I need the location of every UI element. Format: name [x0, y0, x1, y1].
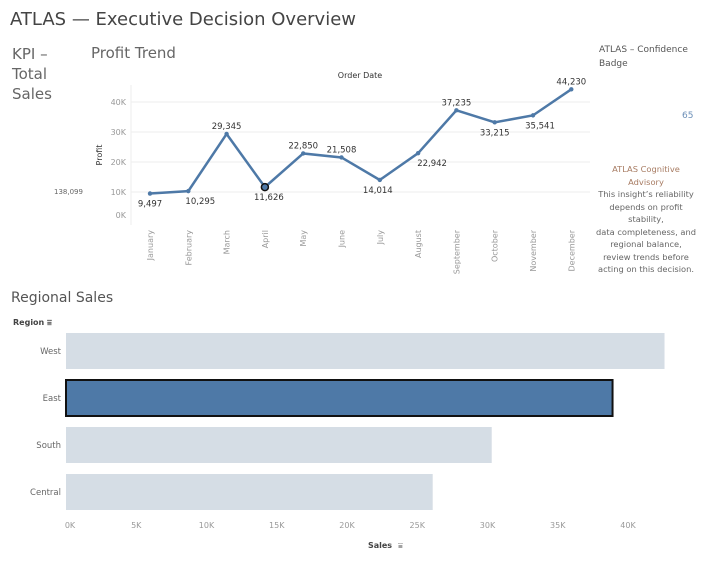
region-label: Region — [13, 318, 45, 327]
x-tick-label: December — [567, 229, 576, 271]
x-tick-label: June — [338, 230, 347, 249]
x-axis-title: Sales — [368, 541, 392, 550]
data-label: 9,497 — [138, 200, 162, 210]
x-tick-label: November — [529, 229, 538, 271]
x-tick-label: 5K — [131, 521, 142, 530]
x-tick-label: 15K — [269, 521, 285, 530]
x-tick-label: January — [146, 230, 155, 262]
data-label: 29,345 — [212, 122, 242, 132]
bar-category-label: Central — [30, 488, 61, 498]
regional-sales-chart[interactable]: West East South Central 0K 5K 10K 15K 20K 25K 30K 3… — [0, 300, 717, 573]
data-label: 14,014 — [363, 186, 393, 196]
data-label: 21,508 — [327, 145, 357, 155]
data-point — [186, 188, 191, 194]
x-tick-label: August — [414, 230, 423, 258]
data-label: 22,942 — [417, 159, 447, 169]
x-tick-label: July — [376, 230, 385, 246]
x-tick-label: February — [184, 230, 193, 266]
sort-icon[interactable]: ⩸ — [47, 318, 52, 327]
profit-line — [149, 88, 573, 195]
bar-category-label: West — [40, 347, 62, 357]
x-tick-label: October — [491, 229, 500, 262]
profit-trend-chart[interactable]: Order Date Profit 0K 10K 20K 30K 40K 9,497 Janua… — [0, 0, 717, 290]
sort-icon: ⩸ — [398, 541, 403, 550]
x-tick-label: March — [223, 230, 232, 254]
data-label: 11,626 — [254, 193, 284, 203]
x-tick-label: 25K — [410, 521, 426, 530]
data-label: 33,215 — [480, 128, 510, 138]
x-axis-title: Order Date — [338, 71, 382, 80]
x-tick-label: 40K — [620, 521, 636, 530]
profit-trend-title: Profit Trend — [91, 44, 176, 62]
advisory-line: This insight’s reliability depends on pr… — [598, 189, 694, 224]
data-label: 35,541 — [525, 121, 555, 131]
bar-west[interactable] — [66, 333, 665, 369]
x-tick-label: 35K — [550, 521, 566, 530]
data-point — [339, 155, 344, 160]
data-point — [569, 87, 574, 92]
data-label: 10,295 — [185, 197, 215, 207]
data-point — [224, 131, 229, 137]
y-tick-label: 20K — [111, 158, 127, 167]
x-tick-label: 30K — [480, 521, 496, 530]
x-tick-label: 10K — [199, 521, 215, 530]
kpi-title: KPI – Total Sales — [12, 45, 52, 103]
y-axis-title: Profit — [95, 145, 104, 166]
data-point — [260, 182, 270, 192]
x-tick-label: 20K — [339, 521, 355, 530]
y-tick-label: 10K — [111, 188, 127, 197]
data-point — [415, 150, 421, 156]
data-point — [377, 177, 382, 183]
advisory-heading: ATLAS Cognitive Advisory — [612, 164, 680, 187]
data-point — [301, 151, 306, 156]
y-tick-label: 30K — [111, 128, 127, 137]
x-tick-label: 0K — [65, 521, 76, 530]
data-point — [147, 191, 153, 196]
dashboard-title: ATLAS — Executive Decision Overview — [10, 9, 356, 30]
data-point — [454, 108, 459, 113]
y-tick-label: 0K — [116, 211, 127, 220]
data-point — [492, 120, 497, 125]
x-tick-label: May — [299, 230, 308, 247]
x-tick-label: September — [452, 229, 461, 274]
bar-central[interactable] — [66, 474, 433, 510]
data-label: 44,230 — [556, 77, 586, 87]
advisory-line: data completeness, and regional balance, — [596, 226, 696, 250]
kpi-value: 138,099 — [54, 188, 83, 196]
data-point — [530, 113, 536, 118]
x-tick-label: April — [261, 230, 270, 248]
data-label: 22,850 — [288, 141, 318, 151]
data-label: 37,235 — [442, 98, 472, 108]
confidence-badge-title: ATLAS – Confidence Badge — [599, 45, 688, 69]
advisory-line: review trends before acting on this deci… — [598, 251, 694, 275]
bar-category-label: East — [43, 394, 62, 404]
bar-category-label: South — [36, 441, 61, 451]
confidence-badge-value: 65 — [682, 111, 694, 121]
y-tick-label: 40K — [111, 98, 127, 107]
regional-sales-title: Regional Sales — [11, 290, 114, 306]
bar-east[interactable] — [65, 379, 614, 417]
region-axis-header[interactable]: Region ⩸ — [13, 318, 52, 328]
bar-south[interactable] — [66, 427, 492, 463]
cognitive-advisory: ATLAS Cognitive Advisory This insight’s … — [596, 163, 696, 276]
